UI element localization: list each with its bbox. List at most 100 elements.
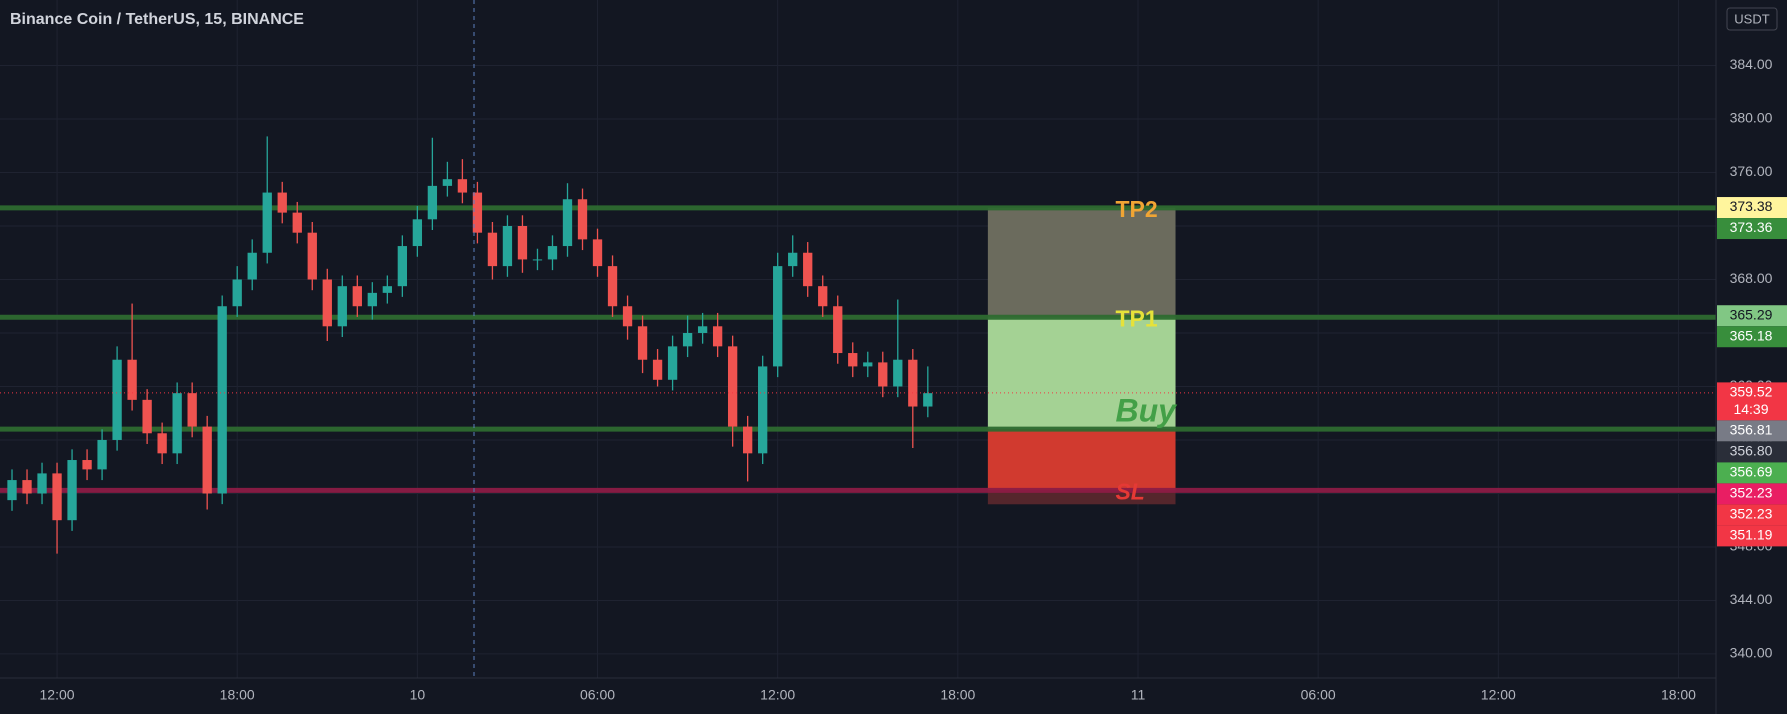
candle-body [52, 473, 62, 521]
candle-body [517, 226, 528, 260]
price-label: 365.18 [1730, 327, 1773, 343]
currency-box[interactable] [1726, 7, 1778, 31]
position-zone [987, 207, 1176, 318]
level-label: SL [1115, 478, 1144, 504]
x-tick-label: 06:00 [1301, 687, 1336, 703]
candle-body [442, 179, 453, 186]
price-label: 356.80 [1730, 443, 1773, 459]
candle-body [157, 433, 167, 454]
y-tick-label: 376.00 [1730, 163, 1773, 179]
candle-body [712, 326, 723, 347]
candle-body [833, 306, 843, 354]
price-label: 356.69 [1730, 464, 1773, 480]
candle-body [382, 286, 392, 293]
candle-body [82, 460, 92, 470]
candle-body [22, 480, 32, 494]
candle-body [803, 252, 813, 287]
price-label-box [1717, 305, 1787, 327]
y-tick-label: 340.00 [1730, 645, 1773, 661]
x-tick-label: 12:00 [1481, 687, 1516, 703]
level-label: TP2 [1115, 196, 1157, 222]
candle-body [592, 239, 603, 267]
candle-body [758, 366, 768, 454]
price-label-box [1717, 197, 1787, 219]
candle-body [367, 292, 377, 307]
price-label-box [1717, 441, 1787, 463]
x-tick-label: 06:00 [580, 687, 615, 703]
candle-body [742, 426, 753, 454]
plot-area: TP2 TP1 Buy SL [0, 136, 1716, 554]
x-tick-label: 11 [1131, 687, 1146, 703]
candle-body [277, 192, 287, 213]
y-tick-label: 344.00 [1730, 591, 1773, 607]
x-tick-label: 18:00 [940, 687, 975, 703]
candle-body [202, 426, 212, 494]
level-label: Buy [1115, 393, 1178, 429]
candle-body [577, 199, 588, 240]
candle-body [322, 279, 332, 327]
currency-label: USDT [1734, 11, 1769, 26]
candle-body [923, 393, 933, 407]
candle-body [487, 232, 498, 267]
price-label: 365.29 [1730, 306, 1773, 322]
y-tick-label: 368.00 [1730, 270, 1773, 286]
chart-title: Binance Coin / TetherUS, 15, BINANCE [10, 11, 304, 28]
candle-body [848, 353, 858, 367]
candle-body [562, 199, 573, 247]
candle-body [502, 226, 513, 267]
x-tick-label: 18:00 [1661, 687, 1696, 703]
price-label: 359.52 [1730, 384, 1773, 400]
countdown-label: 14:39 [1733, 401, 1768, 417]
candle-body [697, 326, 708, 333]
price-label: 352.23 [1730, 506, 1773, 522]
candle-body [863, 362, 873, 367]
x-tick-label: 12:00 [760, 687, 795, 703]
candle-body [727, 346, 738, 427]
price-label-box [1717, 326, 1787, 348]
candle-body [262, 192, 272, 253]
level-label: TP1 [1115, 305, 1157, 331]
candle-body [652, 359, 663, 380]
candle-body [908, 359, 918, 407]
price-label-box [1717, 462, 1787, 484]
candle-body [7, 480, 17, 501]
candle-body [217, 306, 227, 494]
candle-body [127, 359, 137, 400]
candle-body [337, 286, 347, 327]
price-label: 351.19 [1730, 527, 1773, 543]
candle-body [247, 252, 257, 280]
price-label-box [1717, 420, 1787, 442]
candle-body [773, 266, 783, 367]
candle-body [878, 362, 888, 387]
candle-body [788, 252, 798, 267]
candle-body [622, 306, 633, 327]
price-label: 373.36 [1730, 219, 1773, 235]
candle-body [547, 246, 558, 260]
candle-body [292, 212, 302, 233]
price-label-box [1717, 382, 1787, 421]
candle-body [172, 393, 182, 454]
position-zone [987, 317, 1176, 430]
x-tick-label: 10 [410, 687, 426, 703]
candle-body [37, 473, 47, 494]
candle-body [682, 332, 693, 347]
candle-body [637, 326, 648, 360]
y-tick-label: 380.00 [1730, 110, 1773, 126]
axes: 340.00344.00348.00352.00356.00360.00364.… [40, 56, 1787, 703]
candle-body [472, 192, 483, 233]
candle-body [427, 185, 438, 220]
candle-body [232, 279, 242, 307]
price-label: 352.23 [1730, 485, 1773, 501]
candle-body [187, 393, 197, 427]
candle-body [532, 259, 543, 261]
price-label: 373.38 [1730, 198, 1773, 214]
candle-body [97, 439, 107, 470]
grid [0, 0, 1716, 678]
candle-body [457, 179, 468, 193]
candle-body [607, 266, 618, 307]
price-label-box [1717, 483, 1787, 505]
x-tick-label: 18:00 [220, 687, 255, 703]
